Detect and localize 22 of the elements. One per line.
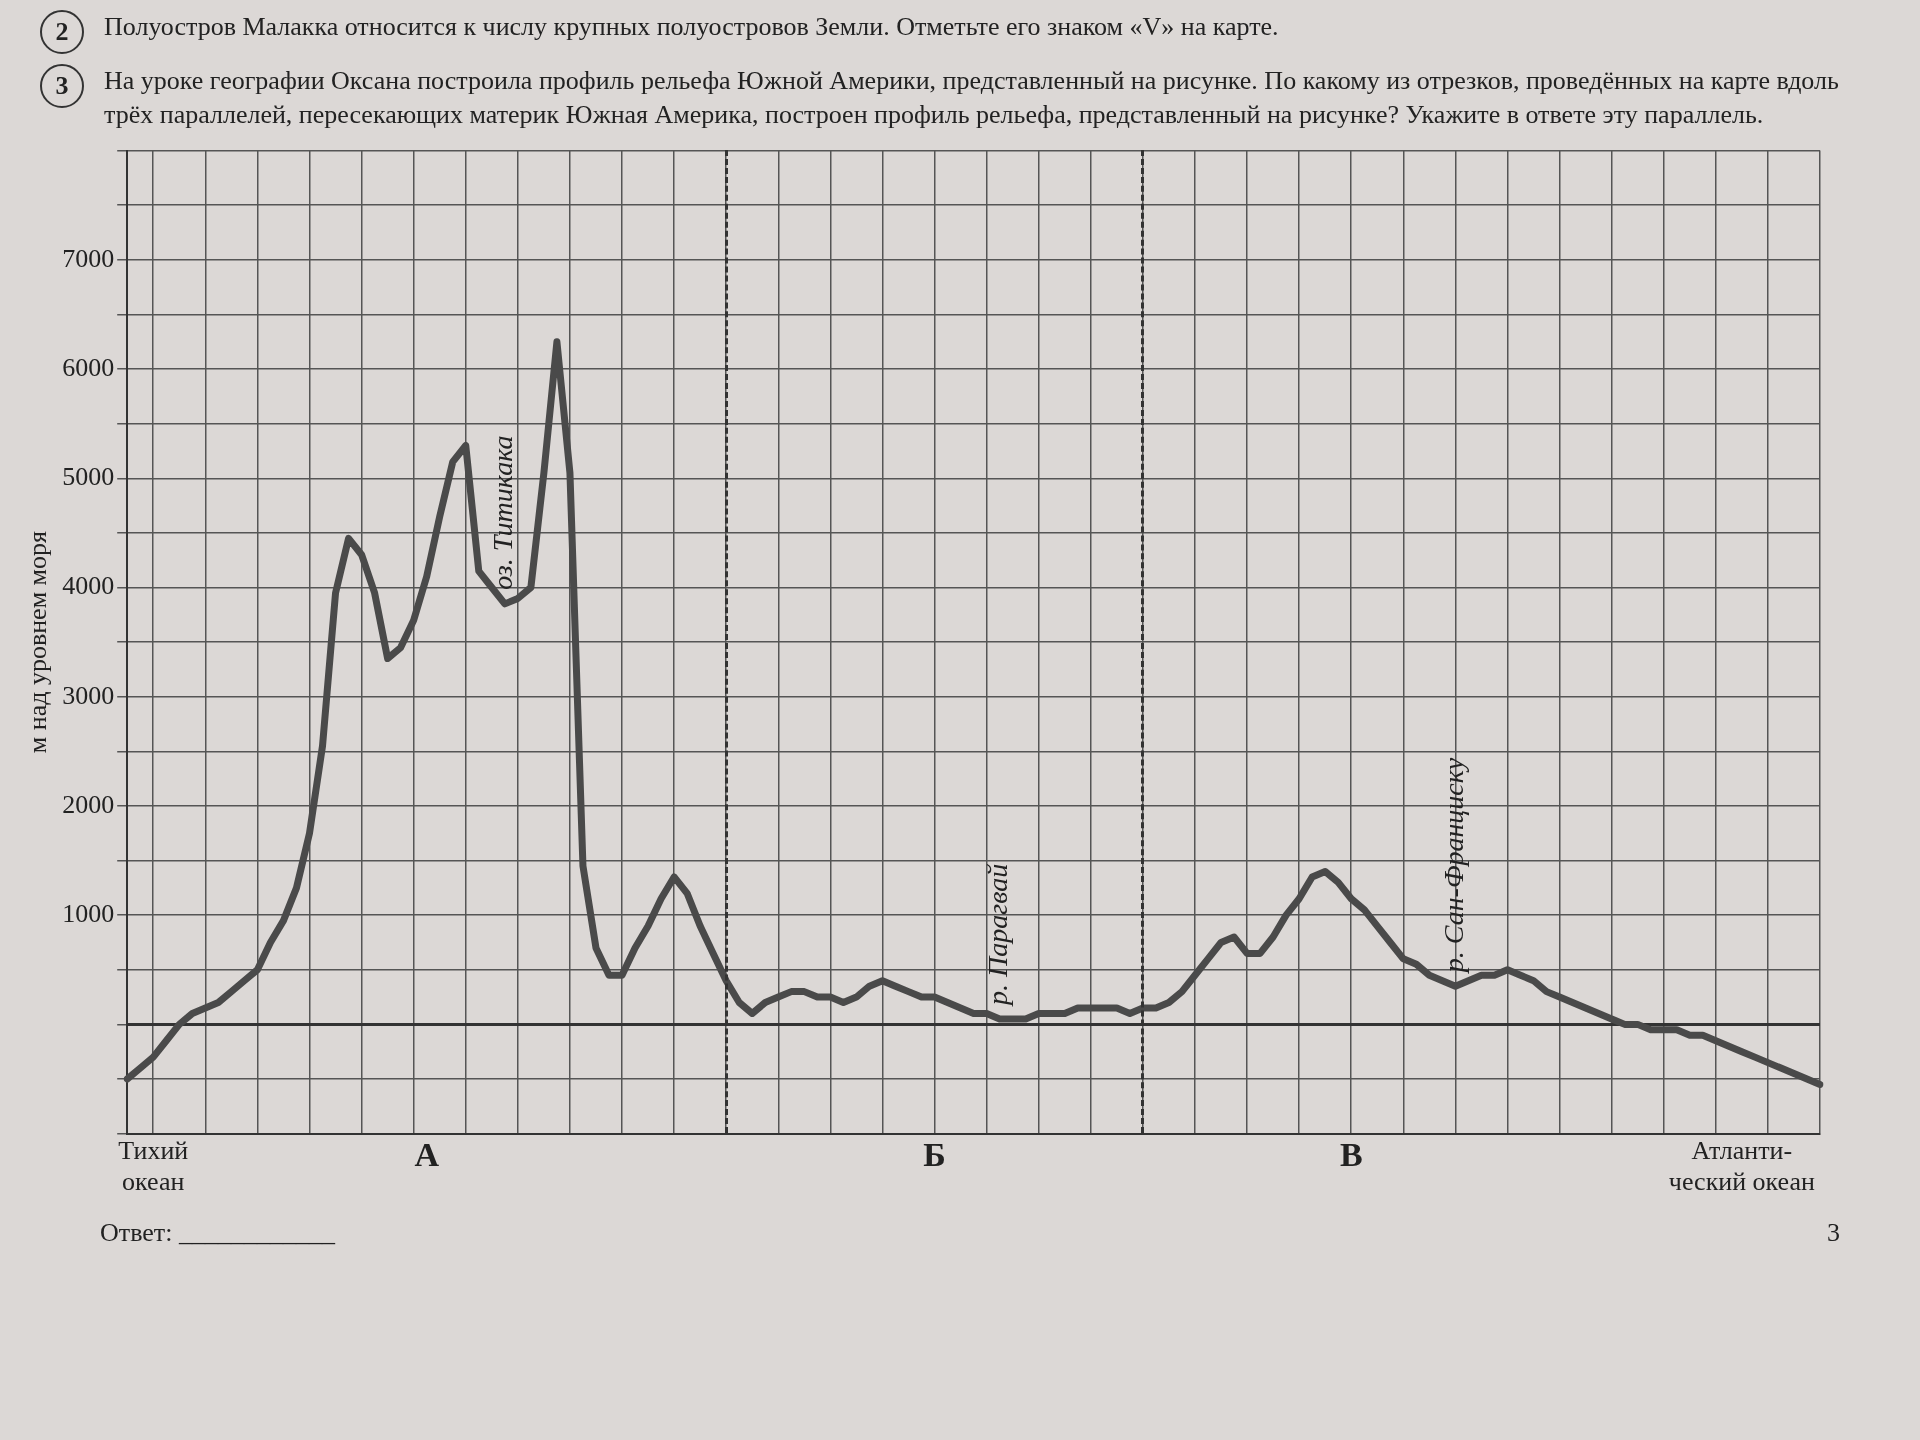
x-tick-label: В — [1339, 1135, 1363, 1173]
y-axis-title: м над уровнем моря — [23, 530, 53, 753]
y-tick-label: 1000 — [62, 898, 115, 928]
x-tick-label: Б — [923, 1135, 946, 1173]
x-tick-label: Атланти- ческий океан — [1668, 1135, 1815, 1196]
annotation: р. Сан-Франциску — [1437, 756, 1469, 974]
annotation: оз. Титикака — [487, 434, 519, 590]
x-tick-label: Тихий океан — [118, 1135, 189, 1196]
y-tick-label: 6000 — [62, 352, 115, 382]
y-tick-label: 7000 — [62, 243, 115, 273]
text: 2 — [40, 10, 84, 54]
y-tick-label: 5000 — [62, 461, 115, 491]
annotation: р. Парагвай — [982, 863, 1013, 1007]
text: Полуостров Малакка относится к числу крупных полуостровов Земли. Отметьте его знаком «V» на карте. — [104, 11, 1279, 43]
text: 3 — [1827, 1217, 1840, 1248]
text: Ответ: ____________ — [100, 1217, 335, 1248]
y-tick-label: 3000 — [62, 680, 115, 710]
y-tick-label: 2000 — [62, 789, 115, 819]
chart-title: На уроке географии Оксана построила профиль рельефа Южной Америки, представленный на рисунке. По какому из отрезков, проведённых на карте вдоль трёх параллелей, пересекающих материк Южная Америка, построен профиль рельефа, представленный на рисунке? Укажите в ответе эту параллель. — [104, 65, 1840, 131]
y-tick-label: 4000 — [62, 570, 115, 600]
x-tick-label: А — [414, 1135, 440, 1173]
text: 3 — [40, 64, 84, 108]
